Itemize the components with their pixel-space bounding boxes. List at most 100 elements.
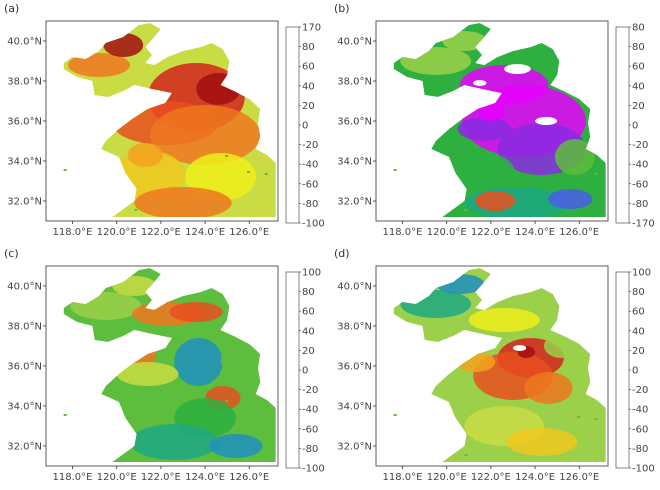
colorbar-label: -170 [632,219,655,230]
lon-label: 118.0°E [383,227,423,238]
lon-label: 126.0°E [229,472,269,483]
sea-field [393,268,606,462]
colorbar-label: 80 [632,42,645,53]
colorbar-label: 60 [632,62,645,73]
colorbar-label: -80 [302,444,318,455]
map-chart: 40.0°N 38.0°N 36.0°N 34.0°N 32.0°N 118.0°E 120… [7,265,325,483]
missing-data [473,80,487,86]
value-patch [555,139,595,175]
value-patch [220,346,256,374]
lat-label: 38.0°N [7,322,42,333]
value-patch [169,302,223,322]
lat-label: 32.0°N [7,197,42,208]
panel-label: (c) [4,247,19,260]
colorbar-label: 40 [632,326,645,337]
panel-b: (b) 40.0°N 38.0°N 36.0°N 34.0°N 32.0°N 118.0°… [330,0,660,245]
lat-label: 34.0°N [337,157,372,168]
lat-label: 40.0°N [337,37,372,48]
colorbar-label: 60 [302,62,315,73]
island [134,454,138,456]
lon-label: 118.0°E [53,227,93,238]
value-patch [127,143,164,167]
island [577,416,581,418]
value-patch [543,334,580,358]
lon-label: 122.0°E [141,227,181,238]
panel-label: (b) [334,2,350,15]
colorbar-label: 100 [632,268,651,279]
lat-label: 36.0°N [337,362,372,373]
island [393,169,397,171]
island [464,209,468,211]
colorbar-label: 20 [632,346,645,357]
lat-label: 34.0°N [7,402,42,413]
colorbar-label: -60 [302,179,318,190]
colorbar-label: 0 [302,366,308,377]
lon-label: 120.0°E [97,227,137,238]
lon-label: 122.0°E [141,472,181,483]
value-patch [116,362,179,386]
value-patch [457,117,511,141]
panel-d: (d) 40.0°N 38.0°N 36.0°N 34.0°N 32.0°N 118.0°… [330,245,660,490]
island [594,418,598,420]
island [577,171,581,173]
panel-c: (c) 40.0°N 38.0°N 36.0°N 34.0°N 32.0°N 118.0°… [0,245,330,490]
map-chart: 40.0°N 38.0°N 36.0°N 34.0°N 32.0°N 118.0°E 120… [7,20,325,238]
lon-label: 124.0°E [515,472,555,483]
value-patch [130,424,219,460]
colorbar-label: -60 [632,179,648,190]
colorbar-label: 80 [302,42,315,53]
island [63,169,67,171]
lon-label: 124.0°E [185,472,225,483]
colorbar-label: 60 [632,307,645,318]
island [554,155,558,157]
panel-label: (a) [4,2,20,15]
colorbar-label: 0 [632,121,638,132]
lon-label: 118.0°E [383,472,423,483]
value-patch [453,153,516,193]
value-patch [68,53,130,77]
lat-label: 38.0°N [337,322,372,333]
colorbar-label: 60 [302,307,315,318]
colorbar-label: 80 [632,287,645,298]
missing-data [535,117,558,125]
lon-label: 122.0°E [471,227,511,238]
lat-label: 36.0°N [7,117,42,128]
colorbar-label: 80 [632,23,645,34]
colorbar-label: -20 [302,385,318,396]
colorbar-border [615,26,630,224]
colorbar-label: 170 [302,23,321,34]
lat-label: 34.0°N [7,157,42,168]
missing-data [504,64,531,74]
colorbar-label: 20 [632,101,645,112]
island [393,414,397,416]
colorbar-label: -80 [632,444,648,455]
lat-label: 32.0°N [337,442,372,453]
value-patch [134,187,232,217]
island [247,171,251,173]
colorbar-label: 80 [302,287,315,298]
lat-label: 36.0°N [337,117,372,128]
colorbar-label: -40 [632,160,648,171]
colorbar-label: -100 [632,464,655,475]
colorbar-border [285,271,300,469]
lon-label: 122.0°E [471,472,511,483]
lat-label: 38.0°N [337,77,372,88]
colorbar-label: -40 [302,405,318,416]
colorbar-label: -60 [632,424,648,435]
missing-data [513,345,527,351]
value-patch [475,191,516,211]
colorbar-label: 0 [302,121,308,132]
colorbar-label: 0 [632,366,638,377]
island [464,454,468,456]
island [594,173,598,175]
colorbar-label: 40 [302,326,315,337]
panel-a: (a) 40.0°N 38.0°N 36.0°N 34.0°N 32.0°N 118.0°… [0,0,330,245]
colorbar-label: -100 [302,219,325,230]
colorbar-label: -40 [302,160,318,171]
lon-label: 120.0°E [97,472,137,483]
lat-label: 40.0°N [7,37,42,48]
island [134,209,138,211]
island [247,416,251,418]
lat-label: 38.0°N [7,77,42,88]
island [554,400,558,402]
